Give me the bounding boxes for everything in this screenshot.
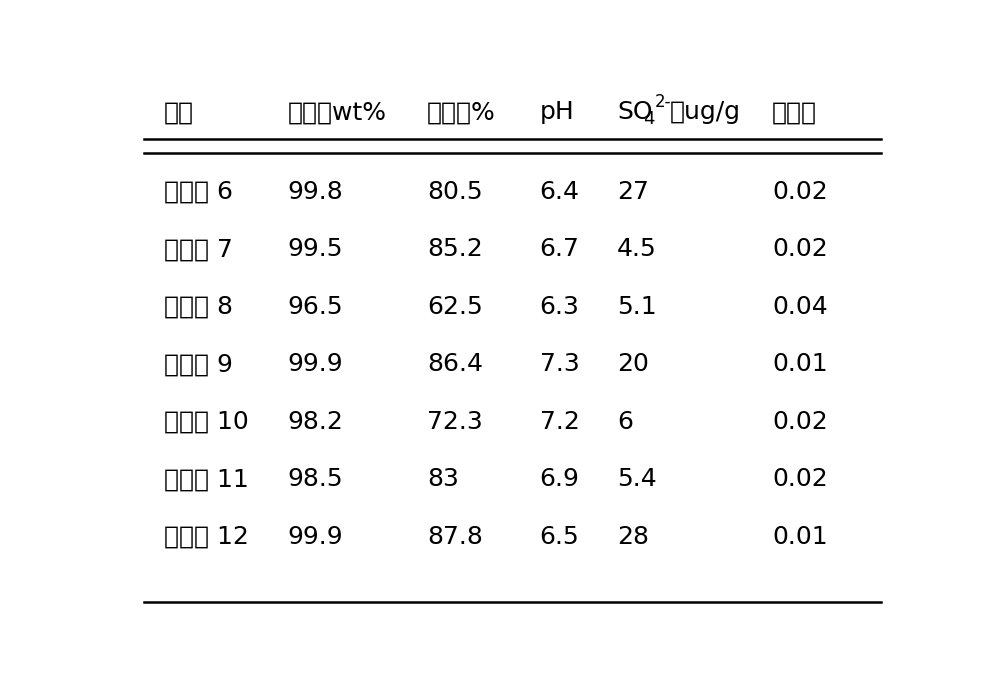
Text: 98.2: 98.2 <box>288 410 344 434</box>
Text: 收率，%: 收率，% <box>427 100 496 124</box>
Text: 实施例 10: 实施例 10 <box>164 410 248 434</box>
Text: 27: 27 <box>617 180 649 204</box>
Text: 98.5: 98.5 <box>288 467 343 491</box>
Text: 6.5: 6.5 <box>540 524 579 549</box>
Text: 87.8: 87.8 <box>427 524 483 549</box>
Text: 7.2: 7.2 <box>540 410 580 434</box>
Text: pH: pH <box>540 100 574 124</box>
Text: 7.3: 7.3 <box>540 352 579 377</box>
Text: 0.02: 0.02 <box>772 238 828 261</box>
Text: ，ug/g: ，ug/g <box>670 100 741 124</box>
Text: SO: SO <box>617 100 653 124</box>
Text: 62.5: 62.5 <box>427 295 483 319</box>
Text: 72.3: 72.3 <box>427 410 483 434</box>
Text: 实施例 7: 实施例 7 <box>164 238 233 261</box>
Text: 6.4: 6.4 <box>540 180 580 204</box>
Text: 0.01: 0.01 <box>772 524 828 549</box>
Text: 99.9: 99.9 <box>288 352 343 377</box>
Text: 6.9: 6.9 <box>540 467 580 491</box>
Text: 83: 83 <box>427 467 459 491</box>
Text: 实施例 9: 实施例 9 <box>164 352 233 377</box>
Text: 20: 20 <box>617 352 649 377</box>
Text: 实施例 8: 实施例 8 <box>164 295 233 319</box>
Text: 6.7: 6.7 <box>540 238 580 261</box>
Text: 0.01: 0.01 <box>772 352 828 377</box>
Text: 86.4: 86.4 <box>427 352 483 377</box>
Text: 吸光度: 吸光度 <box>772 100 817 124</box>
Text: 80.5: 80.5 <box>427 180 483 204</box>
Text: 6.3: 6.3 <box>540 295 580 319</box>
Text: 85.2: 85.2 <box>427 238 483 261</box>
Text: 0.02: 0.02 <box>772 410 828 434</box>
Text: 纯度，wt%: 纯度，wt% <box>288 100 387 124</box>
Text: 0.02: 0.02 <box>772 180 828 204</box>
Text: 5.4: 5.4 <box>617 467 657 491</box>
Text: 0.04: 0.04 <box>772 295 828 319</box>
Text: 2-: 2- <box>654 93 671 111</box>
Text: 实施例 11: 实施例 11 <box>164 467 248 491</box>
Text: 96.5: 96.5 <box>288 295 343 319</box>
Text: 0.02: 0.02 <box>772 467 828 491</box>
Text: 99.9: 99.9 <box>288 524 343 549</box>
Text: 实施例 6: 实施例 6 <box>164 180 233 204</box>
Text: 样品: 样品 <box>164 100 194 124</box>
Text: 28: 28 <box>617 524 649 549</box>
Text: 6: 6 <box>617 410 633 434</box>
Text: 4.5: 4.5 <box>617 238 657 261</box>
Text: 实施例 12: 实施例 12 <box>164 524 249 549</box>
Text: 99.8: 99.8 <box>288 180 344 204</box>
Text: 4: 4 <box>643 110 654 128</box>
Text: 5.1: 5.1 <box>617 295 657 319</box>
Text: 99.5: 99.5 <box>288 238 343 261</box>
